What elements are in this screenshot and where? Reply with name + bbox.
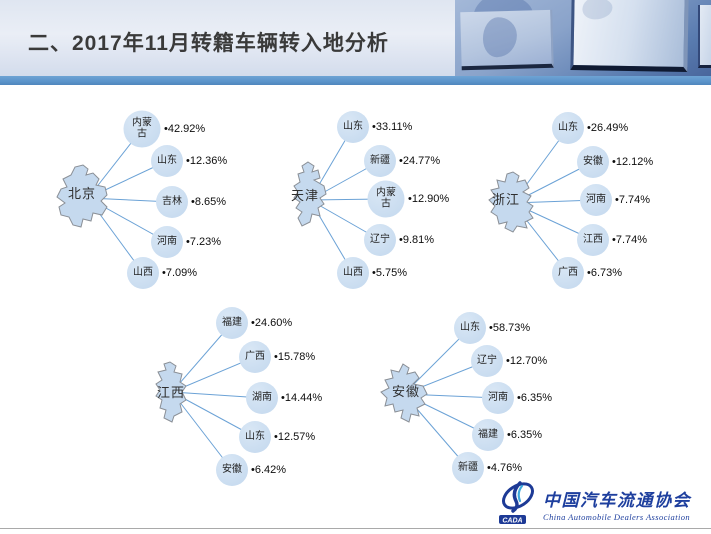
tianjin-map-shape [293,161,327,227]
province-node: 河南 [151,226,183,258]
province-node-label: 湖南 [252,391,272,403]
share-value: •15.78% [274,351,316,363]
center-province-label: 浙江 [492,192,521,207]
province-node-label: 安徽 [222,463,242,475]
province-node: 福建 [472,419,504,451]
province-node-label: 山东 [343,120,363,132]
share-value: •8.65% [191,196,227,208]
beijing-map-shape [56,164,108,228]
share-value: •33.11% [372,121,413,133]
share-value: •7.74% [612,234,648,246]
province-node-label: 辽宁 [477,354,497,366]
share-value: •7.74% [615,194,651,206]
province-node: 新疆 [452,452,484,484]
province-node: 新疆 [364,145,396,177]
province-node: 山东 [151,145,183,177]
province-node: 山西 [337,257,369,289]
province-node-label: 山东 [460,321,480,333]
anhui-map-shape [380,363,428,423]
header-accent-strip [0,76,711,85]
province-node: 河南 [580,184,612,216]
cada-logo-icon: CADA [499,481,534,524]
province-node: 山东 [337,111,369,143]
province-node: 广西 [552,257,584,289]
share-value: •6.42% [251,464,287,476]
province-node-label: 山西 [343,266,363,278]
share-value: •9.81% [399,234,435,246]
province-node-label: 河南 [488,391,508,403]
province-node: 辽宁 [471,345,503,377]
province-node-label: 广西 [245,350,265,362]
center-province-label: 江西 [157,385,186,400]
share-value: •12.90% [408,193,450,205]
province-node-label: 山东 [157,154,177,166]
share-value: •6.35% [507,429,543,441]
province-node: 山东 [552,112,584,144]
org-name-cn: 中国汽车流通协会 [543,491,691,510]
center-province-label: 北京 [68,186,97,201]
province-node-label: 福建 [222,316,242,328]
cada-logo: CADA 中国汽车流通协会 China Automobile Dealers A… [497,481,709,527]
org-name-en: China Automobile Dealers Association [543,512,691,522]
share-value: •26.49% [587,122,629,134]
footer-divider [0,528,711,529]
share-value: •6.35% [517,392,553,404]
cube-graphic [698,5,711,68]
share-value: •12.57% [274,431,316,443]
province-node-label: 山西 [133,266,153,278]
center-province-label: 安徽 [392,384,421,399]
province-node: 山东 [454,312,486,344]
share-value: •7.23% [186,236,222,248]
province-node: 内蒙古 [123,110,161,148]
province-node-label: 吉林 [162,195,182,207]
share-value: •12.12% [612,156,654,168]
share-value: •42.92% [164,123,206,135]
center-province-label: 天津 [291,188,320,203]
share-value: •58.73% [489,322,531,334]
province-node: 内蒙古 [367,180,405,218]
province-node: 山东 [239,421,271,453]
province-node-label: 内蒙古 [376,187,396,209]
province-node: 吉林 [156,186,188,218]
province-node-label: 江西 [583,233,603,245]
share-value: •12.70% [506,355,548,367]
share-value: •24.60% [251,317,293,329]
zhejiang-map-shape [488,171,534,233]
province-node-label: 广西 [558,266,578,278]
province-node-label: 山东 [245,430,265,442]
province-node-label: 新疆 [458,461,478,473]
province-node: 安徽 [577,146,609,178]
province-node-label: 山东 [558,121,578,133]
header-cubes-image [455,0,711,76]
slide-title: 二、2017年11月转籍车辆转入地分析 [28,32,389,55]
province-node: 江西 [577,224,609,256]
header-banner: 二、2017年11月转籍车辆转入地分析 [0,0,711,76]
province-node-label: 河南 [586,193,606,205]
share-value: •12.36% [186,155,228,167]
province-node: 广西 [239,341,271,373]
province-node: 福建 [216,307,248,339]
province-node: 山西 [127,257,159,289]
share-value: •5.75% [372,267,408,279]
province-node-label: 新疆 [370,154,390,166]
cada-acronym: CADA [502,517,522,524]
province-node: 河南 [482,382,514,414]
share-value: •24.77% [399,155,441,167]
logo-text-block: 中国汽车流通协会 China Automobile Dealers Associ… [543,486,691,522]
province-node-label: 内蒙古 [132,117,152,139]
province-node-label: 辽宁 [370,233,390,245]
share-value: •14.44% [281,392,323,404]
province-node-label: 河南 [157,235,177,247]
province-node-label: 安徽 [583,155,603,167]
province-node: 安徽 [216,454,248,486]
province-node: 湖南 [246,382,278,414]
province-node-label: 福建 [478,428,498,440]
share-value: •7.09% [162,267,198,279]
share-value: •4.76% [487,462,523,474]
share-value: •6.73% [587,267,623,279]
jiangxi-map-shape [155,361,187,423]
province-node: 辽宁 [364,224,396,256]
